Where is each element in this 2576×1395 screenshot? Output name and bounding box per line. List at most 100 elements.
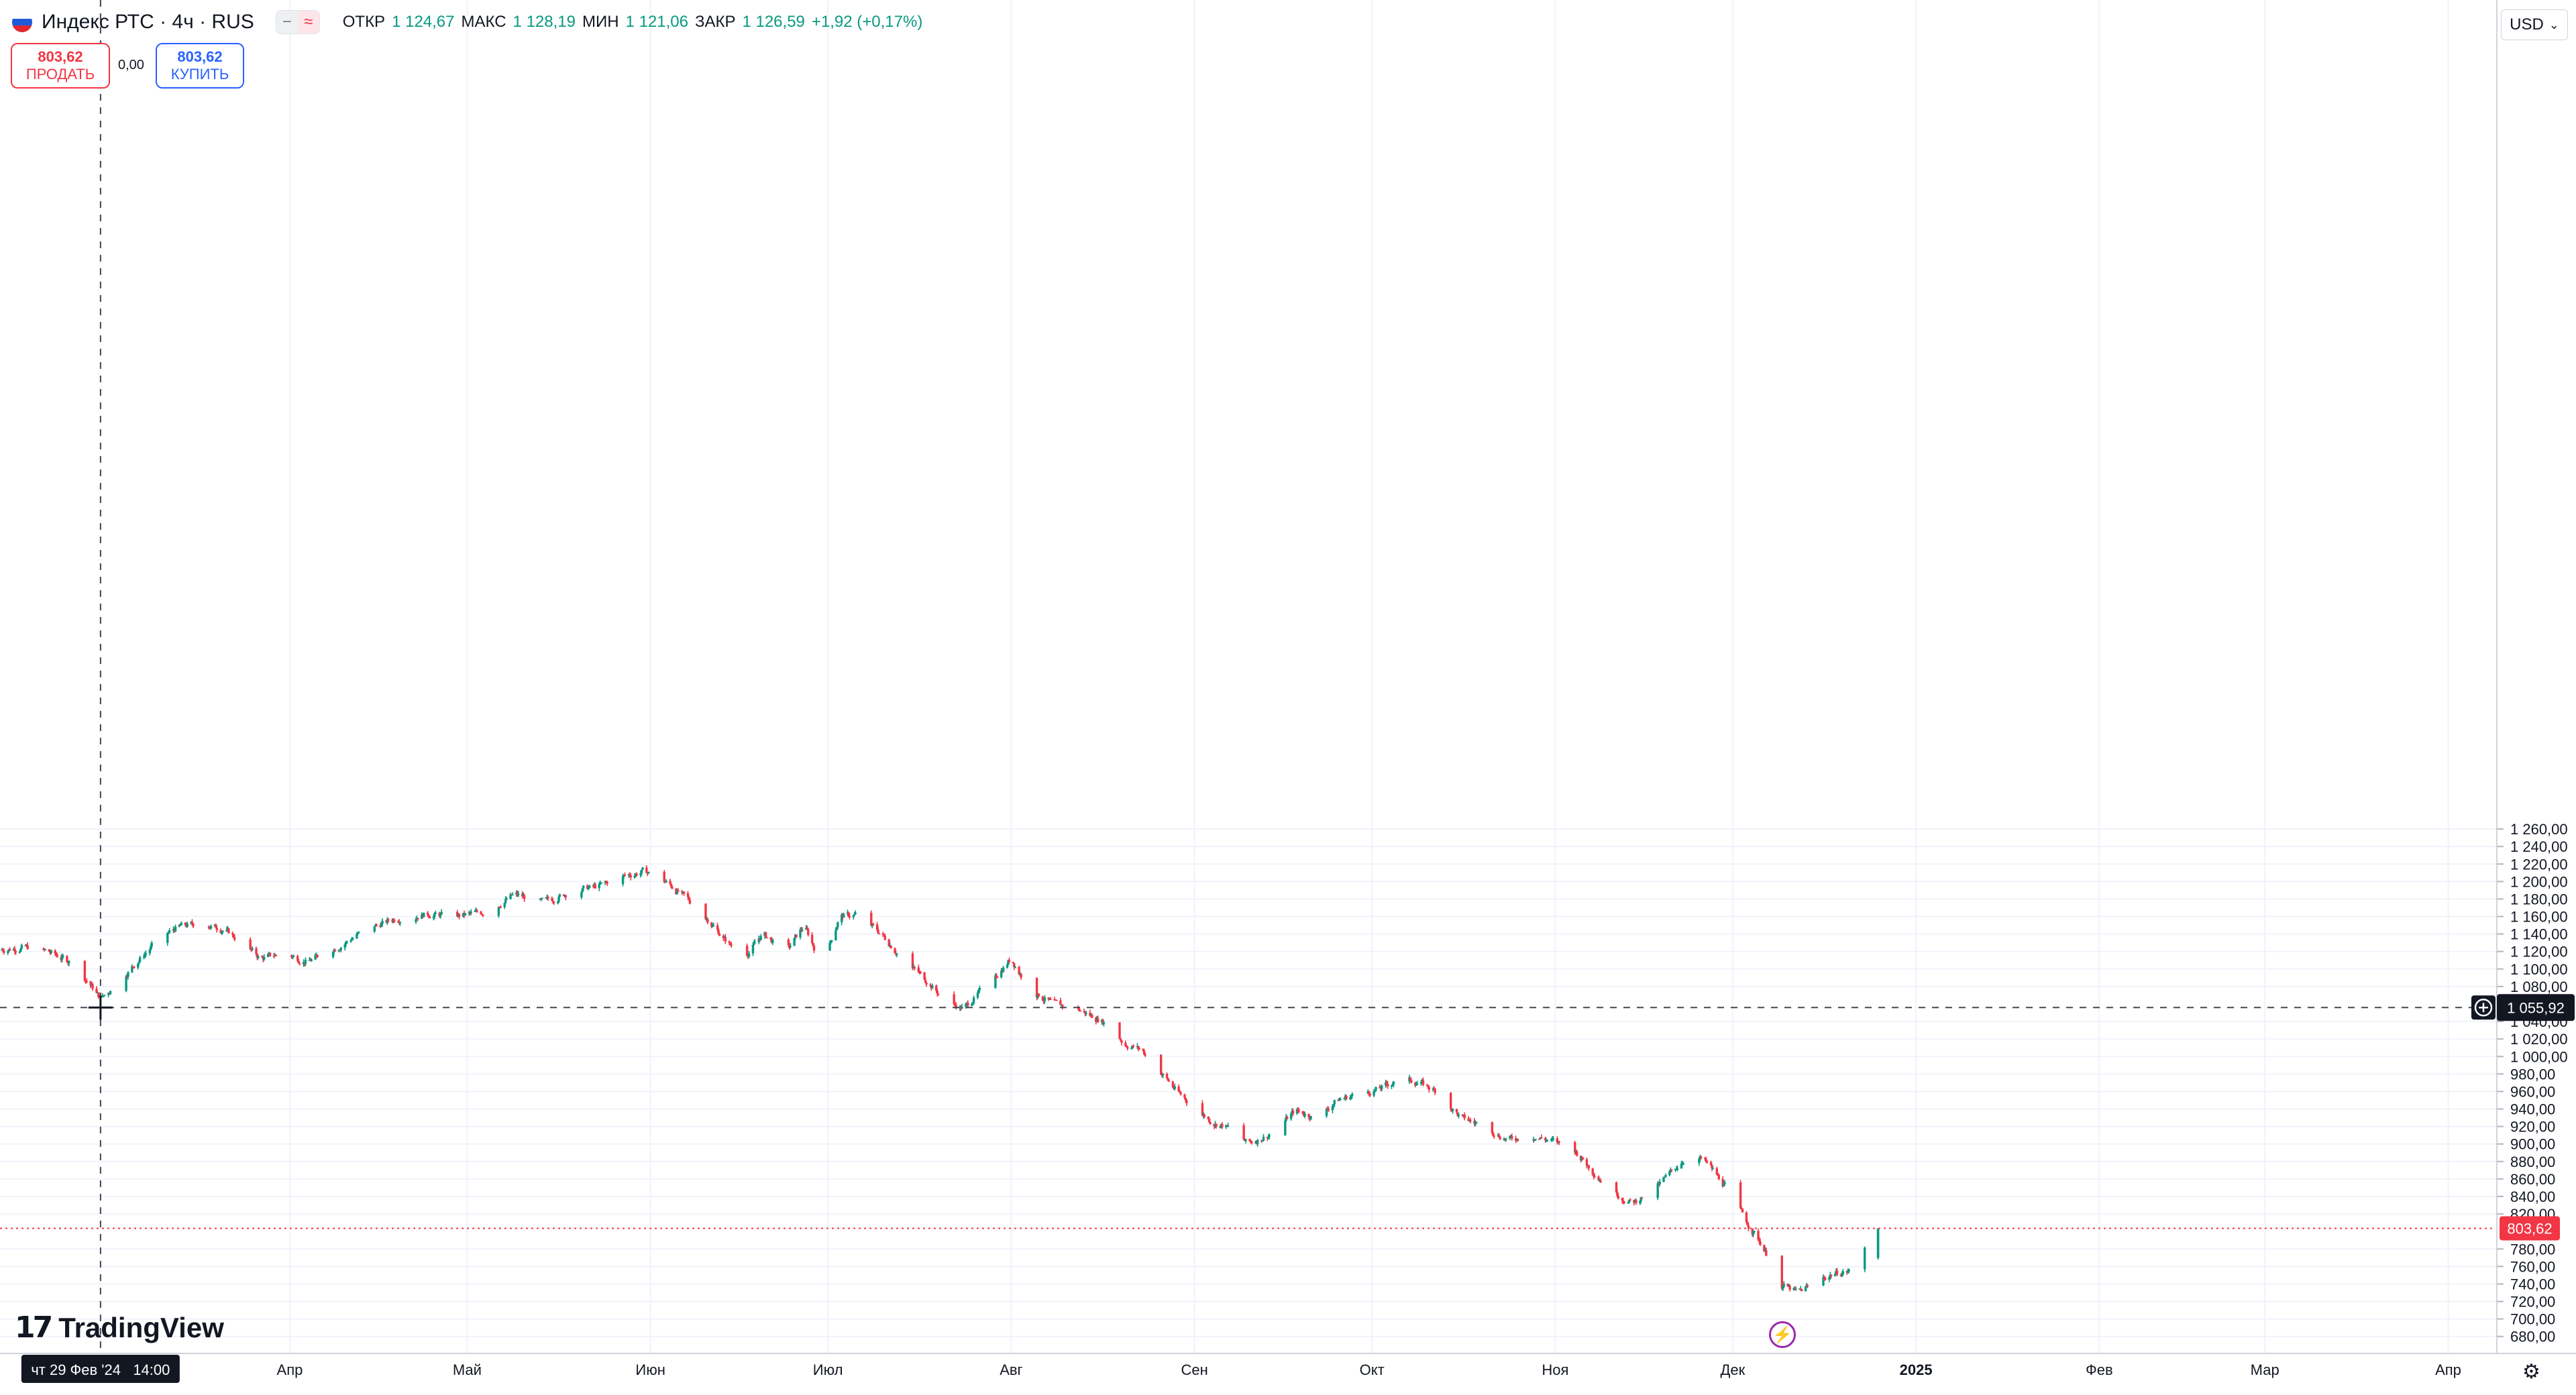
candle-body xyxy=(551,898,553,901)
gear-icon[interactable]: ⚙ xyxy=(2522,1361,2540,1383)
candle-body xyxy=(606,881,608,885)
candle-body xyxy=(1627,1199,1631,1203)
time-tick-label: Дек xyxy=(1720,1361,1745,1378)
time-axis[interactable]: Апр Май Июн Июл Авг Сен Окт Ноя Дек 2025 Фев Мар Апр… xyxy=(0,1353,2576,1395)
candle-body xyxy=(640,870,643,874)
candle-body xyxy=(924,979,927,983)
candle-body xyxy=(1864,1247,1866,1270)
candle-body xyxy=(1599,1180,1602,1183)
candle-body xyxy=(1018,966,1020,974)
candle-body xyxy=(977,989,980,993)
candle-body xyxy=(1268,1135,1271,1137)
candle-body xyxy=(599,883,602,885)
candle-body xyxy=(771,939,774,943)
candle-body xyxy=(1184,1098,1187,1101)
candle-body xyxy=(497,907,500,916)
candle-body xyxy=(1301,1111,1304,1115)
candle-body xyxy=(1327,1109,1330,1111)
candle-body xyxy=(1203,1114,1206,1117)
candle-body xyxy=(1390,1084,1393,1086)
buy-button[interactable]: 803,62 КУПИТЬ xyxy=(156,43,244,89)
candle-body xyxy=(1375,1086,1377,1091)
candle-body xyxy=(1705,1159,1707,1162)
candle-body xyxy=(1049,999,1052,1001)
tradingview-logo[interactable]: 17 TradingView xyxy=(15,1310,224,1345)
candle-body xyxy=(971,1003,974,1005)
candle-body xyxy=(1640,1196,1642,1202)
approx-icon[interactable]: ≈ xyxy=(297,11,319,34)
candle-body xyxy=(717,930,720,934)
candle-body xyxy=(1745,1212,1748,1223)
candle-body xyxy=(1473,1121,1476,1124)
candle-body xyxy=(635,873,638,876)
candle-body xyxy=(1138,1048,1141,1050)
candle-body xyxy=(54,950,56,954)
tradingview-mark-icon: 17 xyxy=(15,1310,53,1345)
candle-body xyxy=(1658,1182,1661,1184)
candle-body xyxy=(757,938,760,942)
candle-body xyxy=(1144,1054,1146,1056)
candle-body xyxy=(138,957,142,962)
candle-body xyxy=(890,946,892,949)
candle-body xyxy=(594,885,597,889)
currency-select[interactable]: USD ⌄ xyxy=(2501,9,2568,40)
candle-body xyxy=(1739,1182,1742,1209)
candle-body xyxy=(641,867,644,871)
candle-body xyxy=(55,953,58,955)
last-price-label: 803,62 xyxy=(2500,1216,2560,1241)
candle-body xyxy=(1717,1174,1720,1180)
candle-body xyxy=(1167,1080,1171,1082)
candle-body xyxy=(1722,1184,1725,1186)
minus-icon[interactable]: − xyxy=(276,11,298,34)
plus-add-alert-icon[interactable] xyxy=(2471,995,2496,1020)
candle-body xyxy=(665,881,667,883)
candle-body xyxy=(333,950,337,952)
candle-body xyxy=(292,956,295,957)
candle-body xyxy=(1131,1046,1134,1048)
candle-body xyxy=(564,895,568,897)
price-axis[interactable]: 680,00700,00720,00740,00760,00780,00820,… xyxy=(2471,0,2576,1353)
price-tick-label: 960,00 xyxy=(2510,1083,2555,1100)
candle-body xyxy=(1786,1284,1789,1287)
candle-body xyxy=(1102,1019,1104,1024)
price-tick-label: 840,00 xyxy=(2510,1188,2555,1205)
candle-body xyxy=(509,894,512,899)
candle-body xyxy=(255,948,258,954)
candle-body xyxy=(1682,1162,1685,1164)
candle-body xyxy=(1534,1139,1537,1140)
candle-body xyxy=(1261,1140,1264,1142)
candle-body xyxy=(976,992,979,998)
candle-body xyxy=(1782,1286,1784,1289)
candle-body xyxy=(103,995,106,996)
candle-body xyxy=(1705,1161,1709,1163)
candle-body xyxy=(1207,1117,1210,1119)
candle-body xyxy=(456,911,459,917)
candle-body xyxy=(1102,1022,1106,1024)
sell-button[interactable]: 803,62 ПРОДАТЬ xyxy=(11,43,110,89)
lightning-icon[interactable]: ⚡ xyxy=(1769,1321,1796,1348)
candle-body xyxy=(133,966,136,968)
candle-body xyxy=(1002,967,1005,972)
candle-body xyxy=(1587,1165,1591,1169)
candle-body xyxy=(1079,1010,1081,1012)
candle-body xyxy=(345,941,348,943)
price-tick-label: 760,00 xyxy=(2510,1258,2555,1275)
candle-body xyxy=(109,991,112,994)
candle-body xyxy=(812,942,814,946)
candle-body xyxy=(558,894,561,897)
candle-body xyxy=(432,916,435,919)
candle-body xyxy=(44,949,47,950)
candle-body xyxy=(50,950,53,953)
crosshair-time-label-bg xyxy=(21,1355,180,1383)
candle-body xyxy=(883,934,885,936)
candle-body xyxy=(1747,1225,1750,1229)
candle-body xyxy=(375,924,378,926)
candle-body xyxy=(1546,1139,1549,1141)
candle-body xyxy=(272,956,276,957)
indicator-toggle-pill[interactable]: − ≈ xyxy=(275,10,320,34)
candle-body xyxy=(220,932,223,934)
candle-body xyxy=(1037,993,1040,997)
price-tick-label: 1 100,00 xyxy=(2510,961,2568,978)
symbol-title[interactable]: Индекс РТС · 4ч · RUS xyxy=(42,11,254,33)
